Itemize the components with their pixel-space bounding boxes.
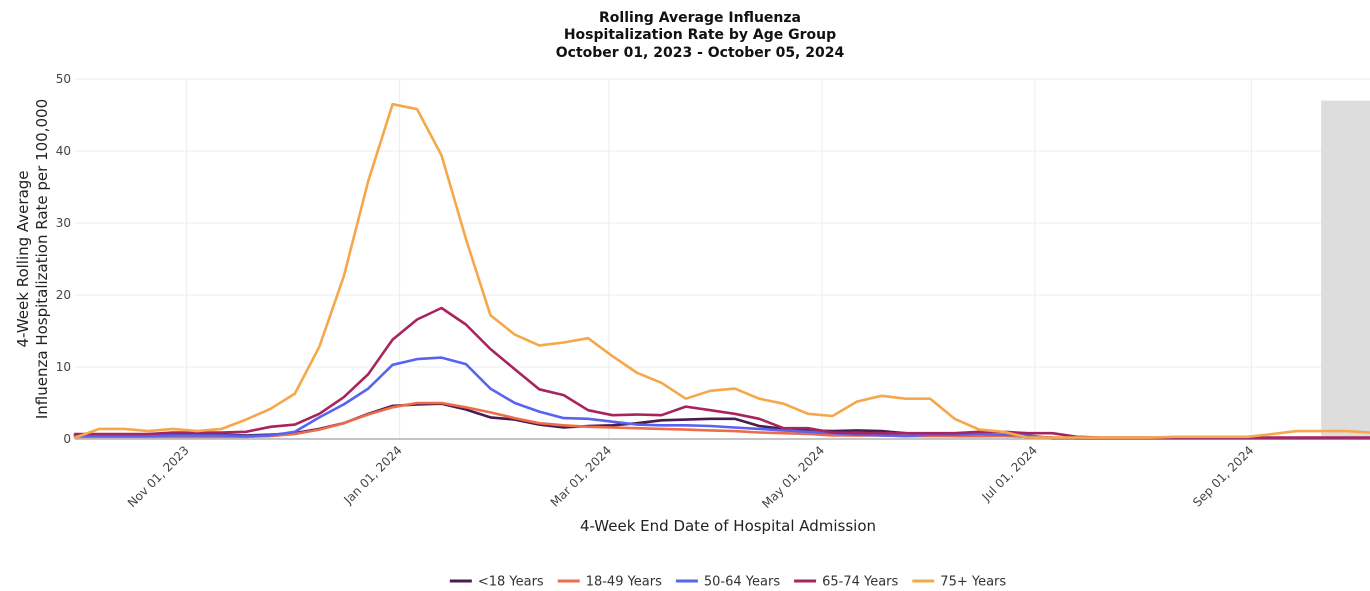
legend-label: 75+ Years — [940, 575, 1006, 590]
shaded-region — [1321, 100, 1370, 439]
legend-item-75-years[interactable]: 75+ Years — [912, 575, 1006, 590]
y-tick-label: 0 — [63, 432, 71, 446]
legend-item-65-74-years[interactable]: 65-74 Years — [794, 575, 899, 590]
x-axis-title: 4-Week End Date of Hospital Admission — [580, 517, 876, 535]
series-line-75-years[interactable] — [73, 102, 1370, 439]
y-axis-title: 4-Week Rolling Average Influenza Hospita… — [14, 99, 51, 419]
x-tick-label: Sep 01, 2024 — [1190, 443, 1256, 509]
legend-item-18-years[interactable]: <18 Years — [449, 575, 544, 590]
chart-title: Rolling Average Influenza Hospitalizatio… — [556, 10, 845, 61]
legend-item-18-49-years[interactable]: 18-49 Years — [557, 575, 662, 590]
gridlines — [75, 78, 1370, 439]
y-tick-label: 40 — [56, 144, 71, 158]
y-axis-title-line-1: 4-Week Rolling Average — [14, 170, 32, 347]
chart-title-line-2: Hospitalization Rate by Age Group — [564, 27, 836, 43]
shaded-region-group — [1321, 100, 1370, 439]
legend-label: 50-64 Years — [704, 575, 780, 590]
y-tick-label: 20 — [56, 288, 71, 302]
x-tick-label: Nov 01, 2023 — [125, 443, 192, 510]
legend-label: 18-49 Years — [586, 575, 662, 590]
chart-title-line-3: October 01, 2023 - October 05, 2024 — [556, 45, 845, 61]
y-tick-label: 30 — [56, 216, 71, 230]
y-tick-label: 50 — [56, 72, 71, 86]
legend-item-50-64-years[interactable]: 50-64 Years — [675, 575, 780, 590]
plot-area[interactable] — [73, 102, 1370, 440]
legend-label: <18 Years — [478, 575, 544, 590]
legend[interactable]: <18 Years 18-49 Years 50-64 Years 65-74 Yea… — [449, 575, 1007, 590]
y-tick-label: 10 — [56, 360, 71, 374]
x-tick-label: Jan 01, 2024 — [341, 443, 405, 507]
axes: 0 10 20 30 40 50 Nov 01, 2023 Jan 01, 2024 Mar 0… — [56, 72, 1370, 511]
legend-label: 65-74 Years — [822, 575, 898, 590]
y-axis-title-line-2: Influenza Hospitalization Rate per 100,0… — [33, 99, 51, 419]
x-tick-label: May 01, 2024 — [759, 443, 827, 511]
x-tick-label: Mar 01, 2024 — [548, 443, 614, 509]
x-tick-label: Jul 01, 2024 — [979, 443, 1040, 504]
chart-title-line-1: Rolling Average Influenza — [599, 10, 801, 26]
